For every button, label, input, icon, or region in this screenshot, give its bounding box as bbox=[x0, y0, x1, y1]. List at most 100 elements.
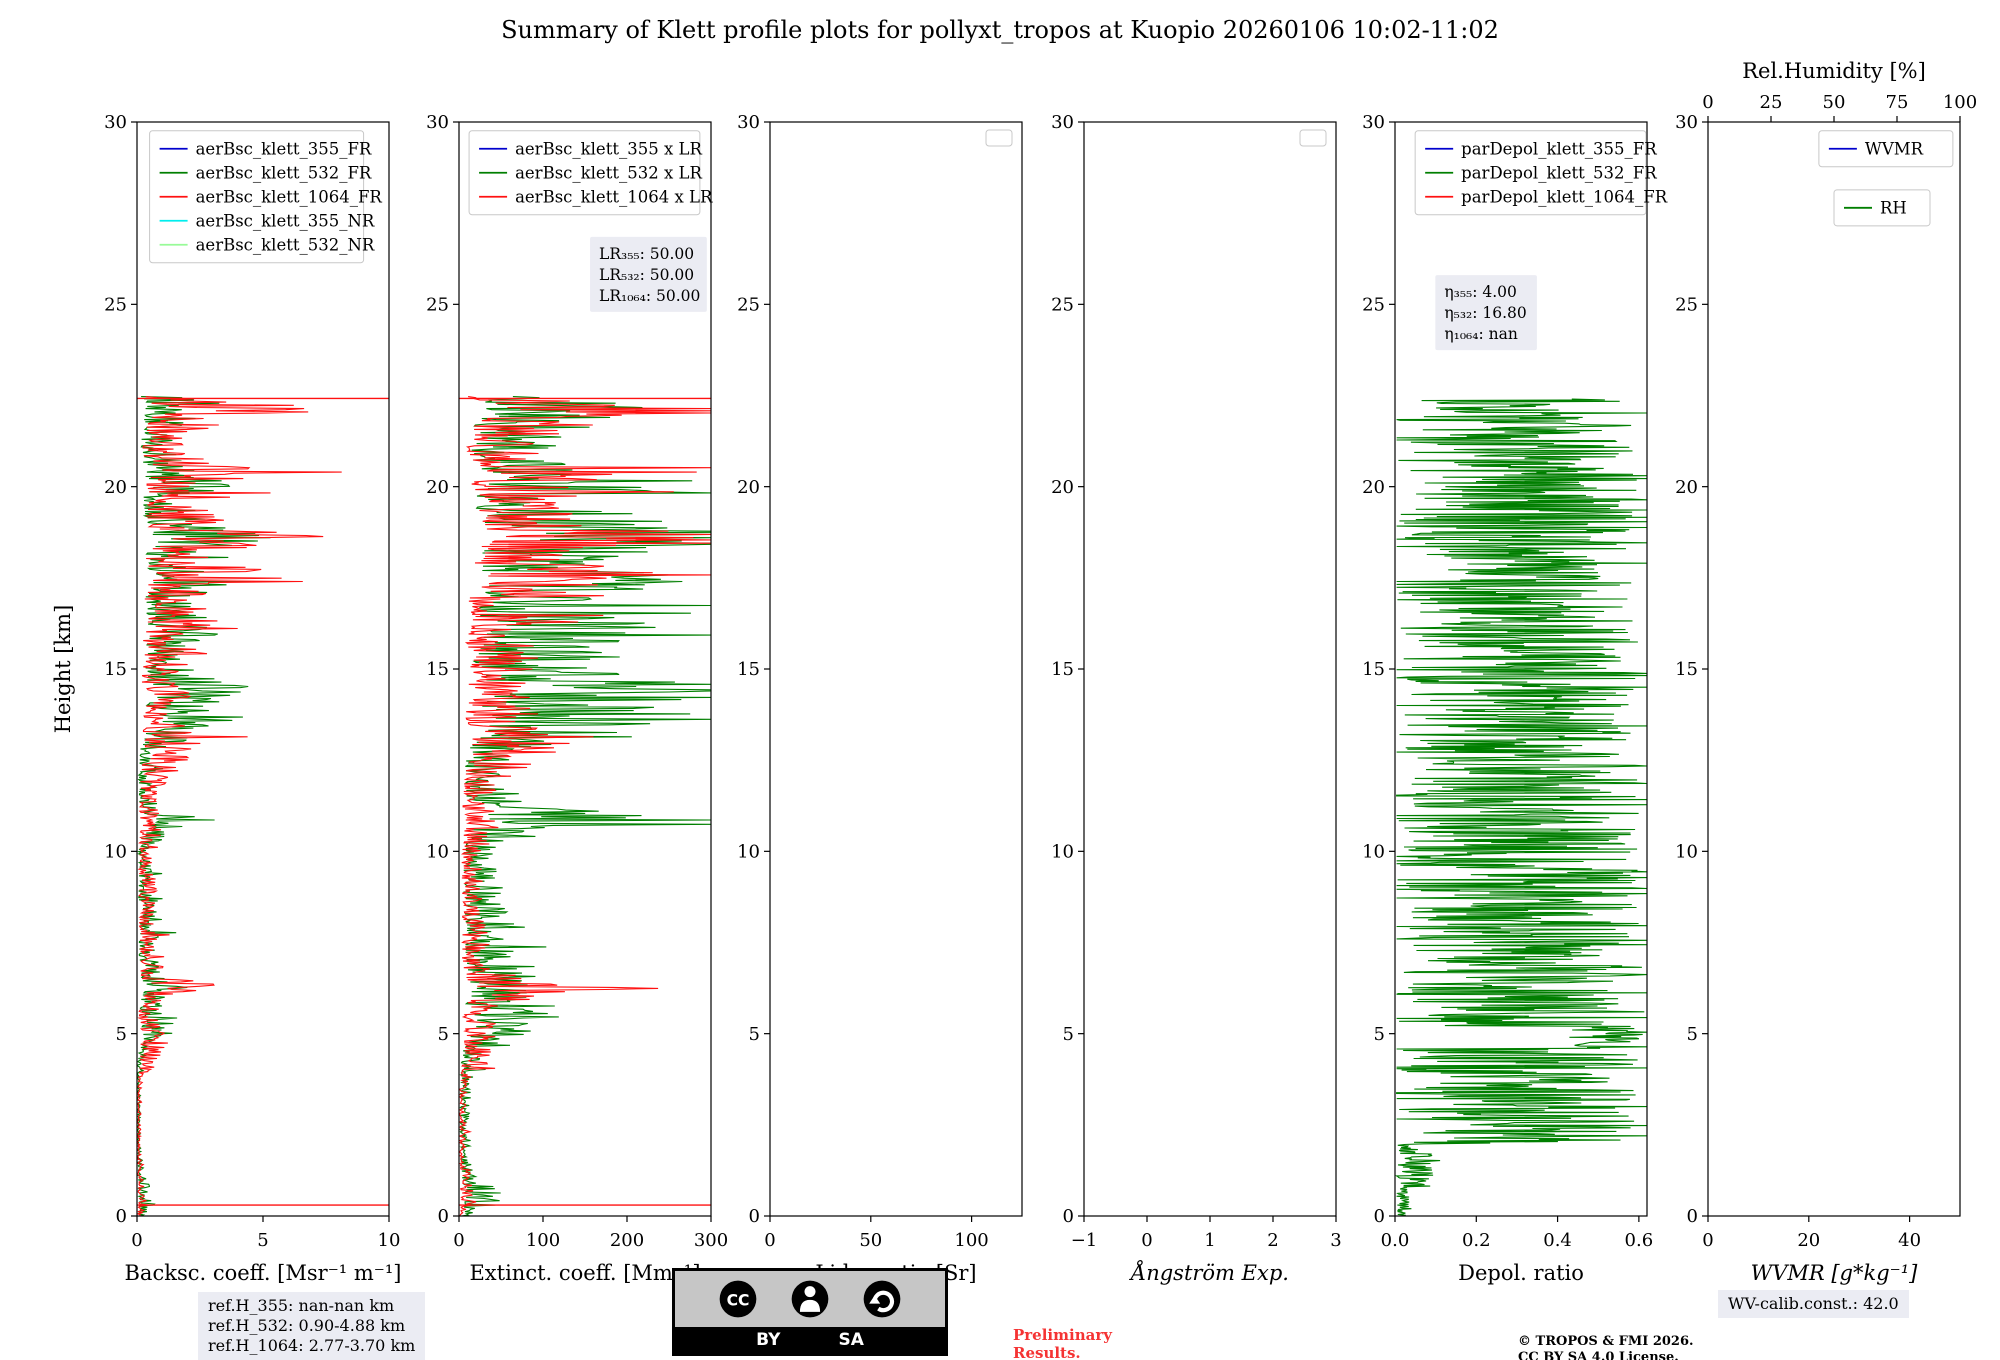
lidar_ratio-y-ticks: 0 5 10 15 20 25 30 bbox=[737, 112, 770, 1227]
svg-text:0: 0 bbox=[453, 1230, 464, 1251]
ref-height-annotation: ref.H_355: nan-nan km ref.H_532: 0.90-4.… bbox=[198, 1292, 426, 1360]
angstrom-x-ticks: −1 0 1 2 3 bbox=[1071, 1216, 1342, 1251]
svg-text:25: 25 bbox=[737, 294, 760, 315]
wvmr-top-label: Rel.Humidity [%] bbox=[1742, 59, 1926, 83]
svg-text:LR₁₀₆₄: 50.00: LR₁₀₆₄: 50.00 bbox=[599, 287, 700, 305]
backscatter-series-aerBsc_klett_1064_FR bbox=[137, 396, 342, 1216]
svg-text:0: 0 bbox=[764, 1230, 775, 1251]
svg-text:20: 20 bbox=[737, 477, 760, 498]
extinction-series-aerBsc_klett_532_xLR bbox=[459, 396, 711, 1216]
svg-text:20: 20 bbox=[1797, 1230, 1820, 1251]
svg-text:30: 30 bbox=[1051, 112, 1074, 133]
svg-text:aerBsc_klett_1064_FR: aerBsc_klett_1064_FR bbox=[196, 187, 383, 206]
wvmr-legend-0: WVMR bbox=[1818, 130, 1954, 168]
svg-text:0: 0 bbox=[1141, 1230, 1152, 1251]
ref-h-532: ref.H_532: 0.90-4.88 km bbox=[208, 1316, 406, 1335]
svg-text:25: 25 bbox=[1760, 92, 1783, 113]
svg-text:WVMR: WVMR bbox=[1865, 139, 1924, 158]
svg-text:25: 25 bbox=[1051, 294, 1074, 315]
svg-text:25: 25 bbox=[426, 294, 449, 315]
svg-text:30: 30 bbox=[1675, 112, 1698, 133]
svg-text:CC: CC bbox=[727, 1291, 750, 1309]
svg-text:15: 15 bbox=[1675, 659, 1698, 680]
svg-text:0.6: 0.6 bbox=[1625, 1230, 1654, 1251]
svg-text:parDepol_klett_355_FR: parDepol_klett_355_FR bbox=[1461, 139, 1657, 158]
backscatter-y-ticks: 0 5 10 15 20 25 30 bbox=[104, 112, 137, 1227]
svg-text:0: 0 bbox=[1702, 1230, 1713, 1251]
svg-text:20: 20 bbox=[1675, 477, 1698, 498]
svg-text:aerBsc_klett_532_NR: aerBsc_klett_532_NR bbox=[196, 235, 375, 254]
svg-text:0: 0 bbox=[1374, 1206, 1385, 1227]
svg-text:aerBsc_klett_532_FR: aerBsc_klett_532_FR bbox=[196, 163, 372, 182]
panel-angstrom: 0 5 10 15 20 25 30 −1 0 1 2 3 Ångström Exp. bbox=[1051, 112, 1342, 1285]
svg-text:3: 3 bbox=[1330, 1230, 1341, 1251]
lidar_ratio-legend-empty bbox=[985, 129, 1013, 147]
svg-text:30: 30 bbox=[1362, 112, 1385, 133]
cc-sa-label: SA bbox=[838, 1330, 864, 1350]
svg-text:aerBsc_klett_355 x LR: aerBsc_klett_355 x LR bbox=[515, 139, 702, 158]
figure-title: Summary of Klett profile plots for polly… bbox=[501, 16, 1499, 44]
svg-text:aerBsc_klett_355_NR: aerBsc_klett_355_NR bbox=[196, 211, 375, 230]
svg-text:5: 5 bbox=[116, 1024, 127, 1045]
svg-text:75: 75 bbox=[1886, 92, 1909, 113]
svg-text:0.4: 0.4 bbox=[1543, 1230, 1572, 1251]
ref-h-355: ref.H_355: nan-nan km bbox=[208, 1296, 395, 1315]
svg-text:20: 20 bbox=[104, 477, 127, 498]
svg-text:2: 2 bbox=[1267, 1230, 1278, 1251]
backscatter-x-ticks: 0 5 10 bbox=[131, 1216, 400, 1251]
svg-text:5: 5 bbox=[749, 1024, 760, 1045]
svg-text:25: 25 bbox=[1675, 294, 1698, 315]
svg-text:25: 25 bbox=[104, 294, 127, 315]
lidar_ratio-axes bbox=[769, 121, 1023, 1217]
svg-text:10: 10 bbox=[104, 841, 127, 862]
cc-license-badge: CC BY SA bbox=[672, 1268, 948, 1356]
cc-icons-row: CC bbox=[675, 1271, 945, 1327]
svg-text:15: 15 bbox=[1362, 659, 1385, 680]
svg-text:aerBsc_klett_1064 x LR: aerBsc_klett_1064 x LR bbox=[515, 187, 713, 206]
lidar_ratio-x-ticks: 0 50 100 bbox=[764, 1216, 989, 1251]
svg-text:10: 10 bbox=[1675, 841, 1698, 862]
svg-text:RH: RH bbox=[1880, 198, 1907, 217]
preliminary-results-note: Preliminary Results. bbox=[1013, 1326, 1112, 1360]
cc-by-sa-band: BY SA bbox=[675, 1327, 945, 1353]
copyright-note: © TROPOS & FMI 2026. CC BY SA 4.0 Licens… bbox=[1518, 1334, 1694, 1360]
svg-text:20: 20 bbox=[1051, 477, 1074, 498]
svg-text:0: 0 bbox=[1702, 92, 1713, 113]
svg-text:1: 1 bbox=[1204, 1230, 1215, 1251]
extinction-series-aerBsc_klett_1064_xLR bbox=[459, 396, 711, 1216]
backscatter-ylabel: Height [km] bbox=[51, 605, 75, 734]
svg-text:0: 0 bbox=[1063, 1206, 1074, 1227]
svg-text:0: 0 bbox=[131, 1230, 142, 1251]
svg-text:0: 0 bbox=[749, 1206, 760, 1227]
wvmr-xlabel: WVMR [g*kg⁻¹] bbox=[1751, 1261, 1919, 1285]
svg-text:η₁₀₆₄: nan: η₁₀₆₄: nan bbox=[1444, 325, 1518, 343]
svg-text:parDepol_klett_1064_FR: parDepol_klett_1064_FR bbox=[1461, 187, 1668, 206]
svg-text:aerBsc_klett_355_FR: aerBsc_klett_355_FR bbox=[196, 139, 372, 158]
svg-text:40: 40 bbox=[1898, 1230, 1921, 1251]
svg-text:10: 10 bbox=[737, 841, 760, 862]
extinction-annotation: LR₃₅₅: 50.00 LR₅₃₂: 50.00 LR₁₀₆₄: 50.00 bbox=[590, 236, 707, 312]
svg-text:50: 50 bbox=[1823, 92, 1846, 113]
svg-text:5: 5 bbox=[257, 1230, 268, 1251]
svg-text:5: 5 bbox=[1687, 1024, 1698, 1045]
svg-text:100: 100 bbox=[1943, 92, 1977, 113]
cc-sharealike-icon bbox=[863, 1280, 901, 1318]
svg-text:100: 100 bbox=[526, 1230, 560, 1251]
svg-text:50: 50 bbox=[859, 1230, 882, 1251]
svg-text:15: 15 bbox=[737, 659, 760, 680]
depol-legend-0: parDepol_klett_355_FR parDepol_klett_532_… bbox=[1414, 130, 1668, 216]
svg-text:30: 30 bbox=[104, 112, 127, 133]
extinction-legend-0: aerBsc_klett_355 x LR aerBsc_klett_532 x … bbox=[468, 130, 713, 216]
angstrom-y-ticks: 0 5 10 15 20 25 30 bbox=[1051, 112, 1084, 1227]
wvmr-axes bbox=[1707, 121, 1961, 1217]
svg-text:100: 100 bbox=[954, 1230, 988, 1251]
svg-text:200: 200 bbox=[610, 1230, 644, 1251]
svg-text:parDepol_klett_532_FR: parDepol_klett_532_FR bbox=[1461, 163, 1657, 182]
ref-h-1064: ref.H_1064: 2.77-3.70 km bbox=[208, 1336, 416, 1355]
extinction-x-ticks: 0 100 200 300 bbox=[453, 1216, 728, 1251]
svg-text:LR₃₅₅: 50.00: LR₃₅₅: 50.00 bbox=[599, 245, 694, 263]
svg-text:300: 300 bbox=[694, 1230, 728, 1251]
svg-text:0: 0 bbox=[116, 1206, 127, 1227]
